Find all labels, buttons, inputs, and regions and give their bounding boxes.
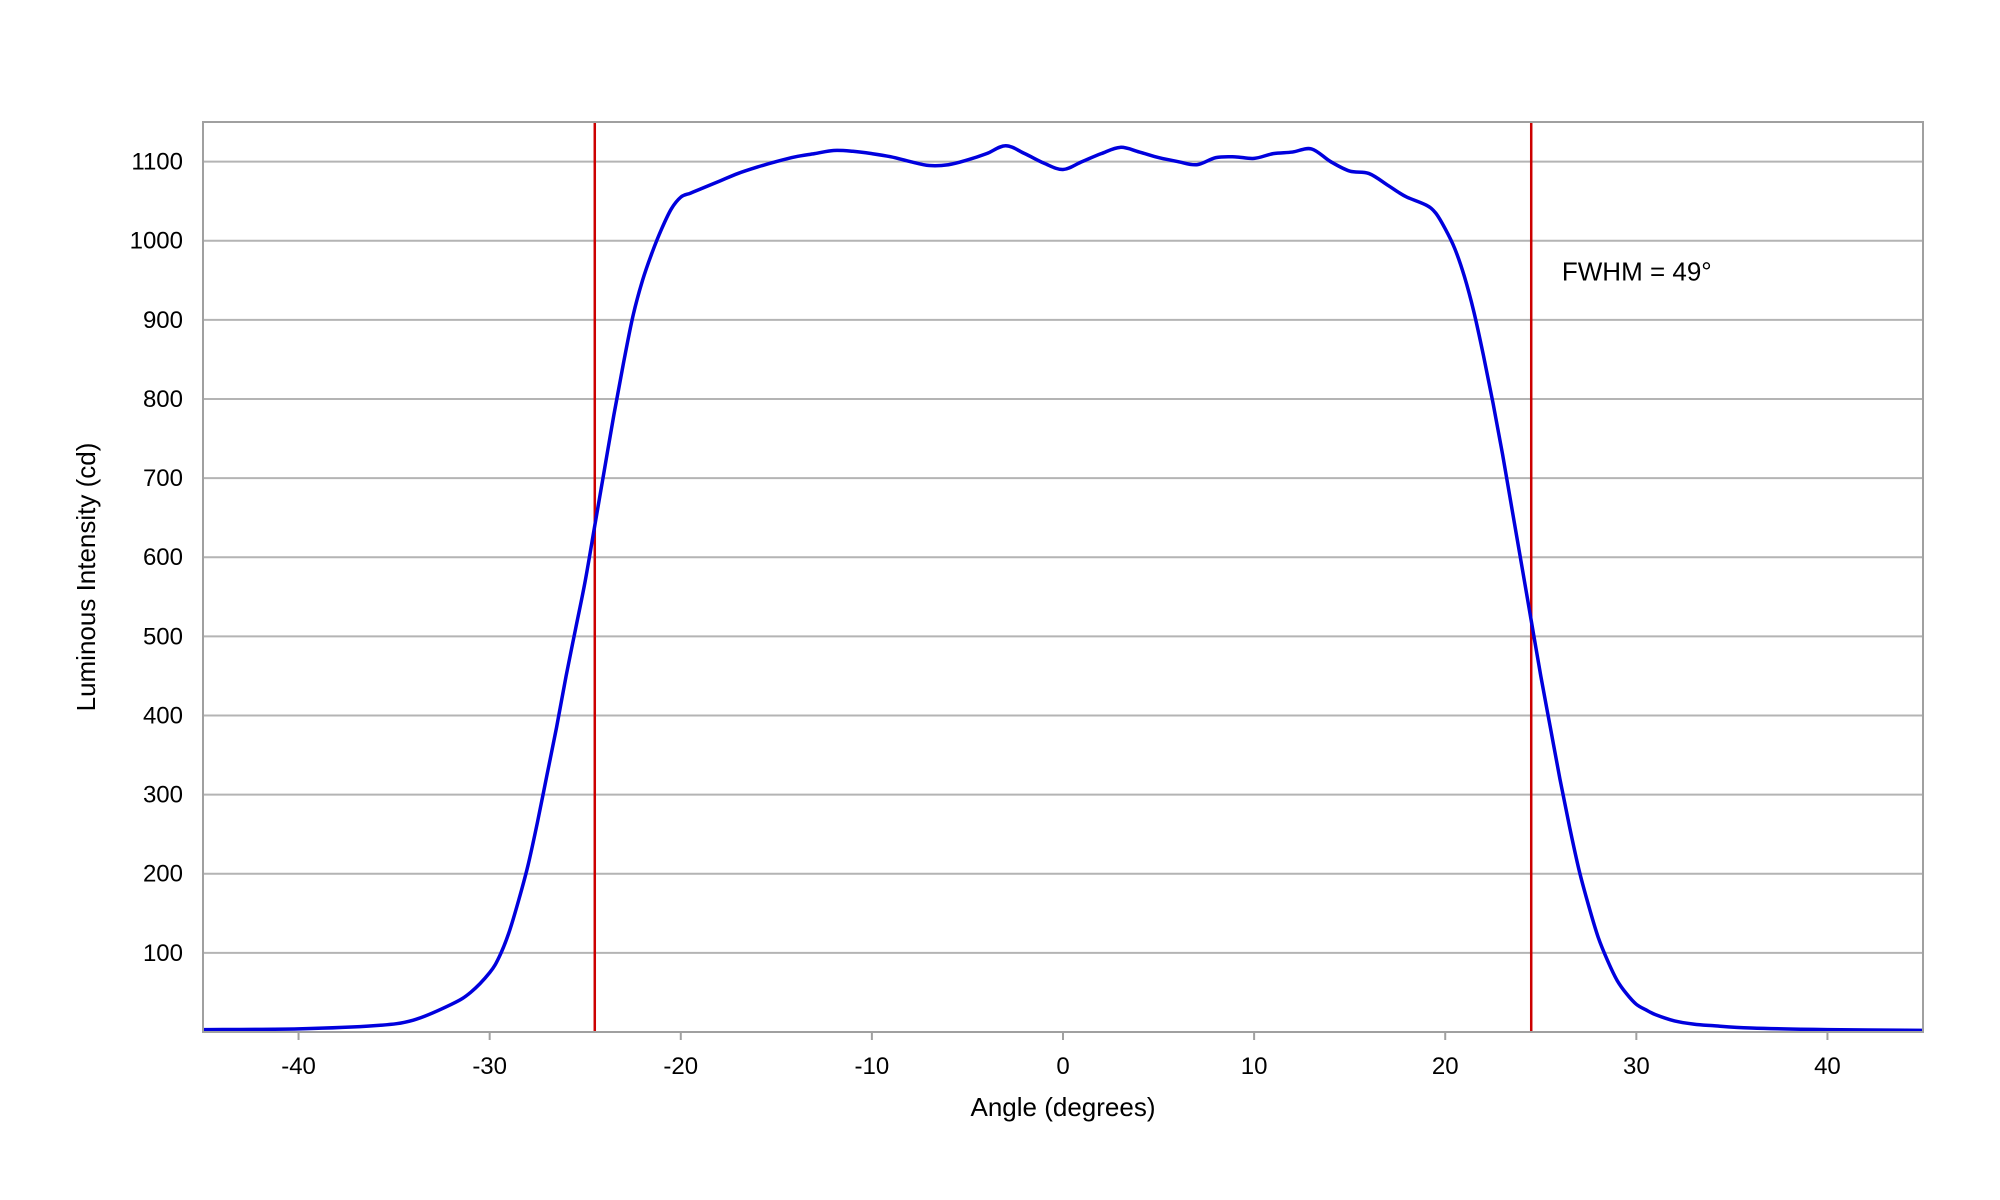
x-tick-label: -40 <box>281 1053 316 1080</box>
fwhm-markers <box>593 122 1533 1032</box>
y-tick-label: 1000 <box>130 228 183 255</box>
grid-lines <box>203 160 1923 954</box>
y-axis-ticks: 100 200 300 400 500 600 700 800 900 1000 1100 <box>130 149 183 967</box>
x-tick-label: 0 <box>1056 1053 1069 1080</box>
y-tick-label: 700 <box>143 465 183 492</box>
y-tick-label: 900 <box>143 307 183 334</box>
x-tick-label: 30 <box>1623 1053 1650 1080</box>
y-tick-label: 300 <box>143 782 183 809</box>
y-tick-label: 500 <box>143 623 183 650</box>
x-tick-label: -10 <box>855 1053 890 1080</box>
x-tick-label: 10 <box>1241 1053 1268 1080</box>
y-tick-label: 400 <box>143 702 183 729</box>
luminous-intensity-line <box>202 143 1924 1033</box>
x-tick-label: 20 <box>1432 1053 1459 1080</box>
y-tick-label: 100 <box>143 940 183 967</box>
x-axis-title: Angle (degrees) <box>971 1092 1156 1122</box>
y-tick-label: 600 <box>143 544 183 571</box>
y-tick-label: 1100 <box>131 149 183 176</box>
annotations: FWHM = 49° <box>1562 256 1712 286</box>
x-tick-label: -20 <box>663 1053 698 1080</box>
x-tick-label: 40 <box>1814 1053 1841 1080</box>
x-axis-ticks: -40 -30 -20 -10 0 10 20 30 40 <box>281 1032 1841 1080</box>
series-layer <box>202 143 1924 1033</box>
x-tick-label: -30 <box>472 1053 507 1080</box>
fwhm-annotation: FWHM = 49° <box>1562 256 1712 286</box>
y-tick-label: 200 <box>143 861 183 888</box>
y-tick-label: 800 <box>143 386 183 413</box>
y-axis-title: Luminous Intensity (cd) <box>71 443 101 712</box>
